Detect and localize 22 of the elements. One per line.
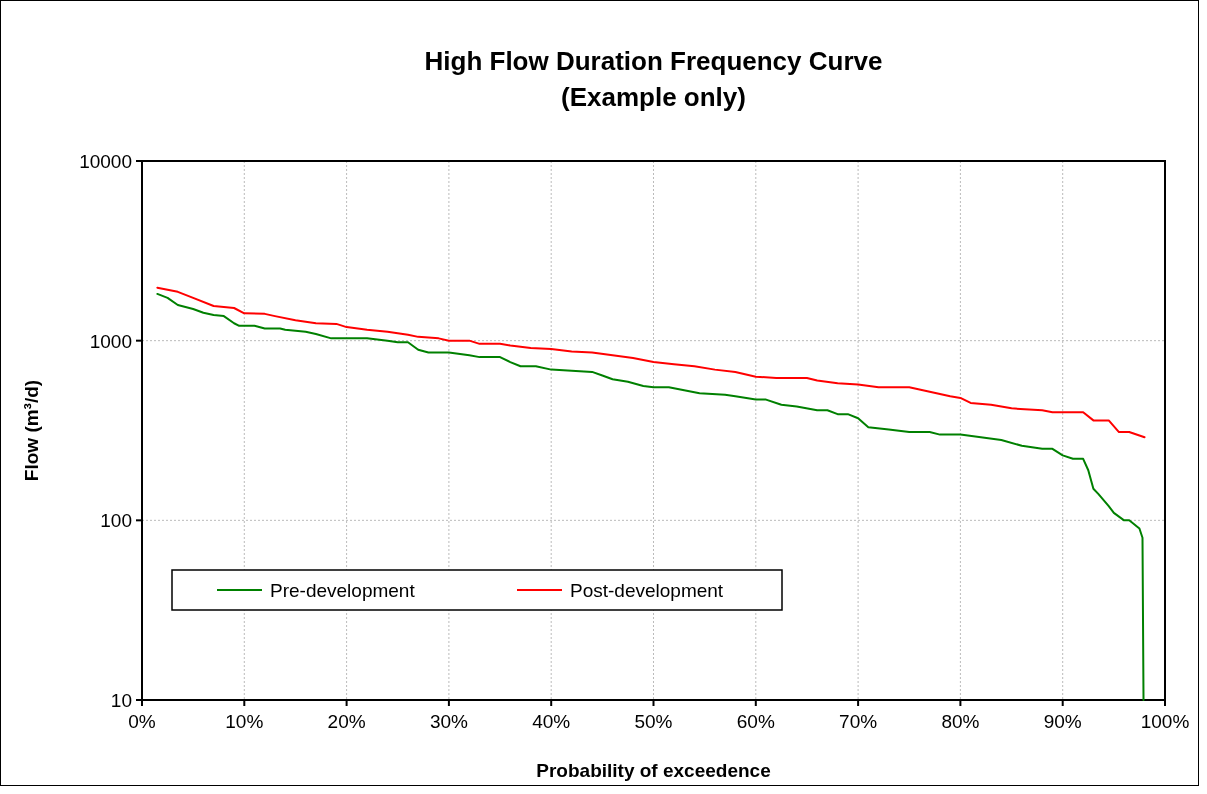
y-axis-title: Flow (m³/d) <box>21 379 42 482</box>
line-series <box>156 286 1146 439</box>
x-tick-label: 80% <box>941 711 980 732</box>
legend-label: Post-development <box>570 580 724 601</box>
x-tick-label: 30% <box>429 711 469 732</box>
y-tick-label: 10000 <box>79 151 132 172</box>
x-tick-label: 20% <box>327 711 366 732</box>
x-tick-label: 0% <box>128 711 156 732</box>
x-tick-label: 100% <box>1140 711 1190 732</box>
legend-label: Pre-development <box>270 580 416 601</box>
x-tick-label: 50% <box>634 711 673 732</box>
y-tick-label: 10 <box>110 690 132 711</box>
x-tick-label: 60% <box>736 711 775 732</box>
x-axis-title: Probability of exceedence <box>536 760 771 781</box>
x-tick-label: 90% <box>1043 711 1082 732</box>
x-tick-label: 40% <box>532 711 571 732</box>
x-tick-label: 70% <box>839 711 878 732</box>
y-tick-label: 1000 <box>89 330 132 352</box>
chart-title: High Flow Duration Frequency Curve (Example only) <box>424 46 883 112</box>
line-series <box>156 292 1145 701</box>
x-tick-label: 10% <box>225 711 264 732</box>
y-tick-label: 100 <box>100 510 132 532</box>
